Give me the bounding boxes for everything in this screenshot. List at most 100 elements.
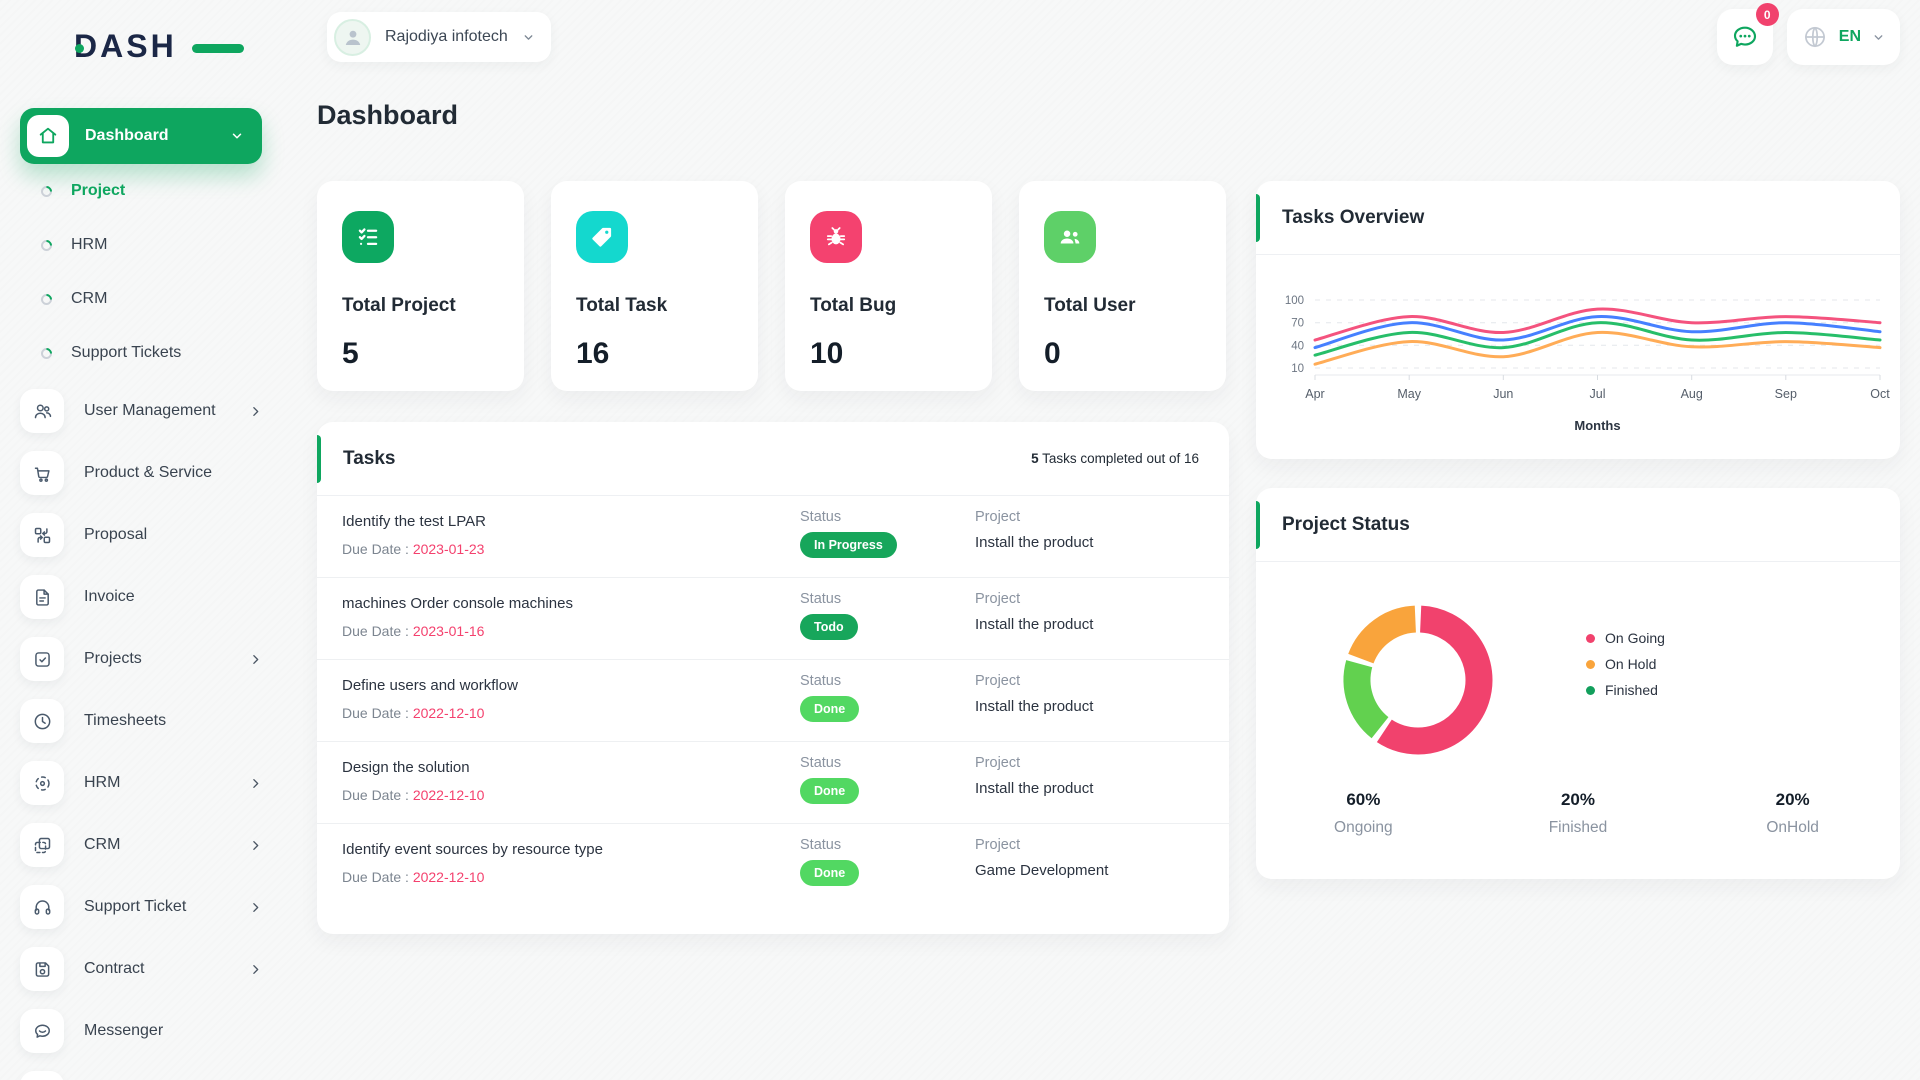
tasks-overview-line-chart: 10 40 70 100 Apr May Jun Jul Aug Sep Oct Months	[1256, 255, 1900, 459]
sidebar-item-messenger[interactable]: Messenger	[20, 1000, 262, 1062]
task-due: Due Date : 2022-12-10	[342, 869, 800, 885]
project-column-label: Project	[975, 591, 1021, 607]
task-cell-project: Project Install the product	[975, 755, 1229, 823]
pct-value: 20%	[1560, 790, 1595, 809]
task-name: Identify event sources by resource type	[342, 841, 603, 858]
status-column-label: Status	[800, 837, 842, 853]
sidebar-item-project[interactable]: Project	[20, 164, 262, 218]
tasks-card: Tasks 5 Tasks completed out of 16 Identi…	[317, 422, 1229, 934]
sidebar-item-user-management[interactable]: User Management	[20, 380, 262, 442]
due-date: 2022-12-10	[412, 705, 485, 721]
status-badge: Done	[800, 778, 860, 804]
brand-logo[interactable]: DASH	[74, 28, 244, 68]
due-date: 2022-12-10	[412, 787, 485, 803]
svg-text:Jul: Jul	[1590, 387, 1606, 401]
chevron-right-icon	[249, 901, 262, 914]
due-date: 2022-12-10	[412, 869, 485, 885]
sidebar-item-product-service[interactable]: Product & Service	[20, 442, 262, 504]
sidebar-item-label: HRM	[84, 774, 121, 791]
bullet-icon	[38, 345, 55, 361]
company-name: Rajodiya infotech	[385, 28, 508, 45]
stat-value: 10	[810, 337, 844, 370]
chevron-right-icon	[249, 963, 262, 976]
project-name: Install the product	[975, 616, 1094, 633]
clock-icon	[20, 699, 64, 743]
language-dropdown[interactable]: EN	[1786, 9, 1900, 65]
sidebar-item-label: Projects	[84, 650, 142, 667]
legend-dot	[1586, 633, 1595, 643]
tasks-overview-card: Tasks Overview 10 40 70 100 Apr May Jun Jul Aug S…	[1256, 181, 1900, 459]
task-row[interactable]: machines Order console machines Due Date…	[317, 578, 1229, 660]
stat-value: 0	[1044, 337, 1061, 370]
sidebar-item-hrm-sub[interactable]: HRM	[20, 218, 262, 272]
tasks-title: Tasks	[343, 447, 396, 469]
project-name: Install the product	[975, 780, 1094, 797]
due-date: 2023-01-16	[412, 623, 485, 639]
sidebar-item-support-ticket[interactable]: Support Ticket	[20, 876, 262, 938]
sidebar-item-assets[interactable]: Assets	[20, 1062, 262, 1080]
donut-stats: 60% Ongoing 20% Finished 20% OnHold	[1256, 790, 1900, 837]
project-column-label: Project	[975, 509, 1021, 525]
sidebar-item-projects[interactable]: Projects	[20, 628, 262, 690]
donut-legend: On Going On Hold Finished	[1586, 630, 1665, 698]
sidebar-item-crm-sub[interactable]: CRM	[20, 272, 262, 326]
due-label: Due Date :	[342, 869, 413, 885]
sidebar-item-crm[interactable]: CRM	[20, 814, 262, 876]
sidebar-item-hrm[interactable]: HRM	[20, 752, 262, 814]
project-column-label: Project	[975, 755, 1021, 771]
svg-text:70: 70	[1291, 318, 1304, 330]
flow-icon	[20, 513, 64, 557]
task-cell-status: Status Todo	[800, 591, 975, 659]
messages-count-badge: 0	[1755, 3, 1779, 26]
sidebar-item-invoice[interactable]: Invoice	[20, 566, 262, 628]
company-dropdown[interactable]: Rajodiya infotech	[327, 12, 551, 62]
legend-item-on-hold: On Hold	[1586, 656, 1665, 672]
svg-text:10: 10	[1291, 363, 1304, 375]
users-icon	[20, 389, 64, 433]
task-due: Due Date : 2023-01-23	[342, 541, 800, 557]
legend-label: Finished	[1605, 682, 1658, 698]
bullet-icon	[38, 183, 55, 199]
stat-label: Total Bug	[810, 295, 897, 316]
logo-text: DASH	[74, 28, 177, 64]
task-row[interactable]: Identify event sources by resource type …	[317, 824, 1229, 906]
sidebar-item-dashboard[interactable]: Dashboard	[20, 108, 262, 164]
stat-label: Total User	[1044, 295, 1136, 316]
sidebar-item-timesheets[interactable]: Timesheets	[20, 690, 262, 752]
task-due: Due Date : 2022-12-10	[342, 705, 800, 721]
stat-card-total-user: Total User 0	[1019, 181, 1226, 391]
users-group-icon	[1044, 211, 1096, 263]
project-name: Install the product	[975, 534, 1094, 551]
frames-icon	[20, 823, 64, 867]
sidebar-item-label: CRM	[71, 290, 108, 307]
chevron-right-icon	[249, 405, 262, 418]
task-cell-project: Project Install the product	[975, 591, 1229, 659]
task-due: Due Date : 2023-01-16	[342, 623, 800, 639]
messages-button[interactable]: 0	[1716, 3, 1779, 65]
due-label: Due Date :	[342, 787, 413, 803]
task-name: Design the solution	[342, 759, 470, 776]
task-cell-main: Design the solution Due Date : 2022-12-1…	[342, 755, 800, 823]
task-cell-project: Project Install the product	[975, 673, 1229, 741]
bug-icon	[810, 211, 862, 263]
sidebar-item-contract[interactable]: Contract	[20, 938, 262, 1000]
stat-label: Total Task	[576, 295, 668, 316]
task-row[interactable]: Define users and workflow Due Date : 202…	[317, 660, 1229, 742]
cart-icon	[20, 451, 64, 495]
due-label: Due Date :	[342, 541, 413, 557]
project-status-donut-chart	[1333, 595, 1503, 770]
legend-item-finished: Finished	[1586, 682, 1665, 698]
status-column-label: Status	[800, 509, 842, 525]
task-cell-status: Status In Progress	[800, 509, 975, 577]
sidebar-item-support-tickets-sub[interactable]: Support Tickets	[20, 326, 262, 380]
pct-label: OnHold	[1766, 819, 1819, 836]
tasks-completed-count: 5	[1031, 451, 1039, 466]
legend-dot	[1586, 685, 1595, 695]
task-row[interactable]: Identify the test LPAR Due Date : 2023-0…	[317, 496, 1229, 578]
sidebar-item-label: User Management	[84, 402, 216, 419]
due-label: Due Date :	[342, 705, 413, 721]
task-row[interactable]: Design the solution Due Date : 2022-12-1…	[317, 742, 1229, 824]
sidebar-item-label: Proposal	[84, 526, 148, 543]
sidebar-item-proposal[interactable]: Proposal	[20, 504, 262, 566]
